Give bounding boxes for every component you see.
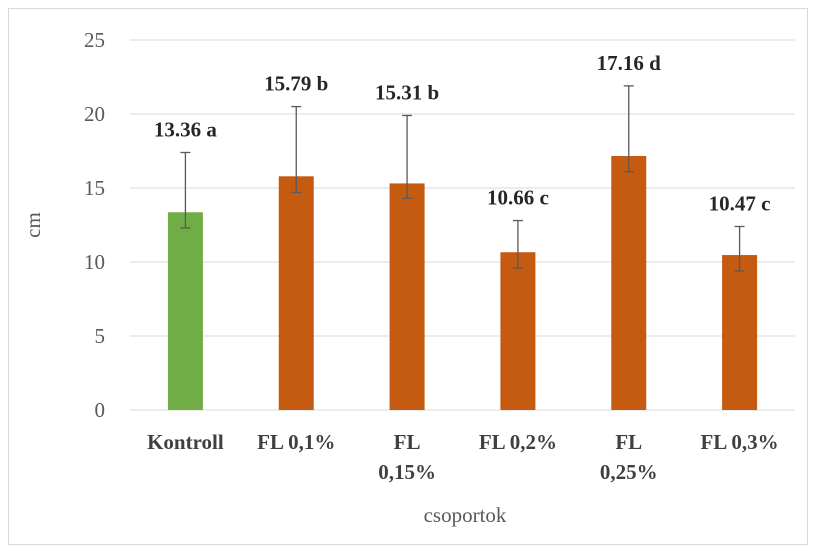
gridlines bbox=[130, 39, 795, 411]
data-label: 10.47 c bbox=[709, 191, 771, 215]
bar bbox=[611, 156, 647, 410]
x-tick-label: 0,15% bbox=[378, 460, 436, 484]
x-tick-label: FL bbox=[394, 430, 421, 454]
bar bbox=[167, 212, 203, 410]
error-bar bbox=[623, 85, 634, 173]
y-axis-title: cm bbox=[21, 212, 45, 238]
x-axis-title: csoportok bbox=[424, 503, 507, 527]
bar bbox=[389, 183, 425, 410]
error-bar bbox=[512, 219, 523, 269]
y-tick-labels: 0 5 10 15 20 25 bbox=[84, 28, 105, 422]
x-tick-labels: Kontroll FL 0,1% FL 0,15% FL 0,2% FL 0,25% FL 0… bbox=[147, 430, 779, 484]
y-tick-label: 25 bbox=[84, 28, 105, 52]
bars bbox=[167, 156, 758, 410]
x-tick-label: FL 0,2% bbox=[479, 430, 557, 454]
x-tick-label: FL 0,3% bbox=[700, 430, 778, 454]
data-labels: 13.36 a 15.79 b 15.31 b 10.66 c 17.16 d 10.47… bbox=[154, 51, 771, 216]
data-label: 15.31 b bbox=[375, 80, 439, 104]
error-bar bbox=[402, 114, 413, 200]
bar bbox=[500, 252, 536, 410]
error-bars bbox=[180, 85, 745, 272]
x-tick-label: FL bbox=[615, 430, 642, 454]
data-label: 10.66 c bbox=[487, 186, 549, 210]
bar bbox=[722, 255, 758, 410]
error-bar bbox=[180, 151, 191, 229]
y-tick-label: 5 bbox=[95, 324, 106, 348]
data-label: 15.79 b bbox=[264, 72, 328, 96]
x-tick-label: 0,25% bbox=[600, 460, 658, 484]
x-tick-label: FL 0,1% bbox=[257, 430, 335, 454]
error-bar bbox=[734, 225, 745, 272]
data-label: 17.16 d bbox=[597, 51, 662, 75]
bar bbox=[278, 176, 314, 410]
x-tick-label: Kontroll bbox=[147, 430, 224, 454]
y-tick-label: 10 bbox=[84, 250, 105, 274]
y-tick-label: 0 bbox=[95, 398, 106, 422]
data-label: 13.36 a bbox=[154, 117, 218, 141]
y-tick-label: 15 bbox=[84, 176, 105, 200]
error-bar bbox=[291, 105, 302, 194]
y-tick-label: 20 bbox=[84, 102, 105, 126]
